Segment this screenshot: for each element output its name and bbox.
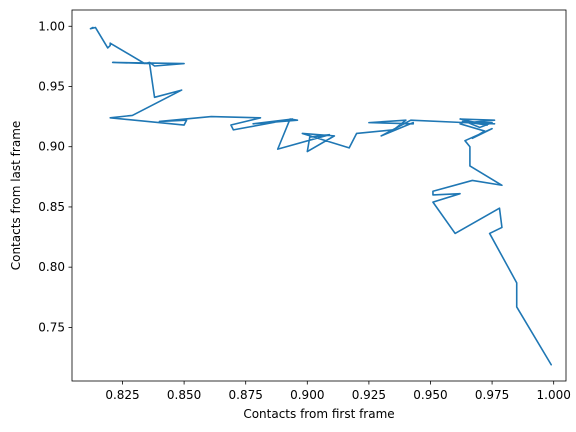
- y-tick-label: 0.85: [38, 200, 65, 214]
- series-line: [89, 26, 553, 366]
- x-axis: 0.825 0.850 0.875 0.900 0.925 0.950 0.975 1.000: [105, 381, 571, 402]
- y-tick-label: 0.95: [38, 79, 65, 93]
- x-tick-label: 0.875: [229, 388, 263, 402]
- y-tick-label: 0.75: [38, 320, 65, 334]
- y-axis: 0.75 0.80 0.85 0.90 0.95 1.00: [38, 19, 72, 334]
- x-tick-label: 0.825: [105, 388, 139, 402]
- x-tick-label: 0.925: [352, 388, 386, 402]
- x-tick-label: 0.900: [290, 388, 324, 402]
- x-tick-label: 1.000: [537, 388, 571, 402]
- y-tick-label: 1.00: [38, 19, 65, 33]
- x-axis-label: Contacts from first frame: [243, 407, 394, 421]
- plot-area: [89, 26, 553, 366]
- y-axis-label: Contacts from last frame: [9, 121, 23, 271]
- axes-frame: [71, 9, 567, 382]
- x-tick-label: 0.950: [413, 388, 447, 402]
- y-tick-label: 0.90: [38, 140, 65, 154]
- x-tick-label: 0.850: [167, 388, 201, 402]
- x-tick-label: 0.975: [475, 388, 509, 402]
- y-tick-label: 0.80: [38, 260, 65, 274]
